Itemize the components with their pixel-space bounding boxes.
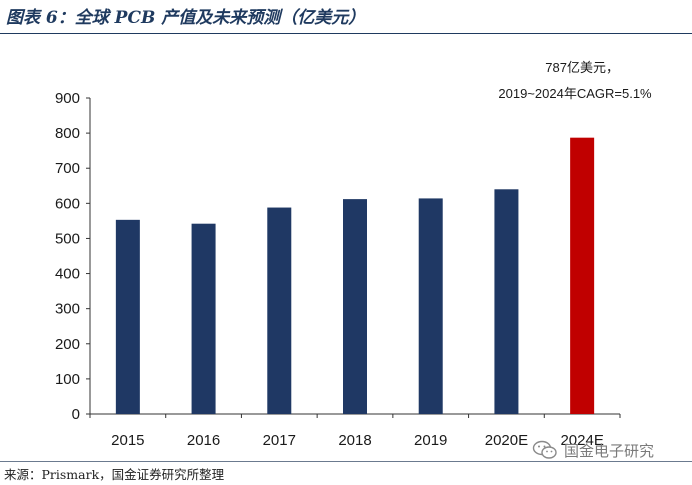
y-tick-label: 200: [55, 336, 80, 353]
y-tick-label: 600: [55, 195, 80, 212]
annotation-value: 787亿美元，: [545, 60, 619, 75]
x-tick-label: 2018: [338, 432, 371, 449]
y-axis: 0 100 200 300 400 500 600 700 800 900: [55, 90, 91, 423]
bar-2017: [267, 207, 292, 414]
x-tick-label: 2024E: [560, 432, 603, 449]
title-rule: [0, 33, 692, 34]
annotation-cagr: 2019~2024年CAGR=5.1%: [498, 86, 652, 101]
x-tick-label: 2020E: [485, 432, 528, 449]
bar-2024E: [570, 137, 595, 415]
bar-2015: [115, 219, 140, 414]
wechat-icon: [532, 440, 557, 459]
source-note: 来源：Prismark，国金证券研究所整理: [4, 467, 225, 482]
x-tick-label: 2017: [263, 432, 296, 449]
x-tick-label: 2015: [111, 432, 144, 449]
footer-rule: [0, 461, 692, 462]
y-tick-label: 300: [55, 301, 80, 318]
annotations: 787亿美元， 2019~2024年CAGR=5.1%: [498, 60, 652, 101]
bar-2016: [191, 223, 216, 414]
y-tick-label: 100: [55, 371, 80, 388]
watermark-text: 国金电子研究: [564, 441, 655, 460]
y-tick-label: 500: [55, 230, 80, 247]
bar-2020E: [494, 189, 519, 414]
watermark: 国金电子研究: [532, 438, 654, 462]
y-tick-label: 700: [55, 160, 80, 177]
y-tick-label: 900: [55, 90, 80, 107]
chart-title: 图表 6：全球 PCB 产值及未来预测（亿美元）: [6, 8, 366, 28]
x-tick-label: 2016: [187, 432, 220, 449]
bars: [115, 137, 595, 415]
y-tick-label: 0: [72, 406, 80, 423]
x-tick-label: 2019: [414, 432, 447, 449]
bar-2019: [418, 198, 443, 414]
y-tick-label: 800: [55, 125, 80, 142]
y-tick-label: 400: [55, 266, 80, 283]
bar-2018: [343, 199, 367, 414]
